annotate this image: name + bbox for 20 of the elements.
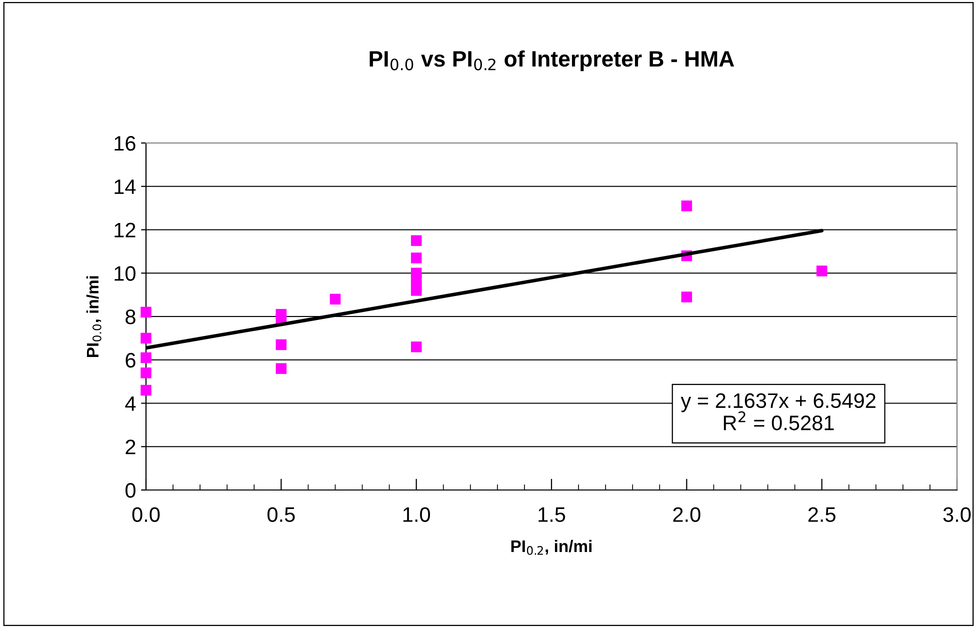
y-tick-label: 10 — [114, 266, 136, 281]
y-tick-label: 4 — [125, 396, 136, 411]
y-tick-label: 0 — [126, 483, 136, 498]
x-tick-label: 1.5 — [538, 507, 566, 522]
y-tick-label: 16 — [114, 136, 136, 151]
x-tick-label: 0.5 — [268, 507, 295, 522]
x-tick-label: 1.0 — [403, 507, 430, 522]
x-tick-label: 3.0 — [943, 507, 971, 522]
x-tick-label: 2.0 — [673, 507, 700, 522]
y-tick-label: 6 — [126, 352, 136, 368]
y-tick-label: 14 — [114, 180, 136, 194]
annotation: y = 2.1637x + 6.5492 R$^{2}$ = 0.5281 — [680, 393, 876, 430]
chart-title: PI$_{0.0}$ vs PI$_{0.2}$ of Interpreter B - HMA — [370, 50, 734, 72]
y-tick-label: 2 — [126, 440, 136, 454]
x-tick-label: 0.0 — [132, 507, 160, 522]
x-axis-title: PI$_{0.2}$, in/mi — [511, 540, 592, 555]
y-tick-label: 8 — [126, 310, 136, 324]
y-tick-label: 12 — [114, 222, 136, 238]
y-axis-title: PI$_{0.0}$, in/mi — [86, 276, 102, 357]
x-tick-label: 2.5 — [808, 507, 836, 522]
